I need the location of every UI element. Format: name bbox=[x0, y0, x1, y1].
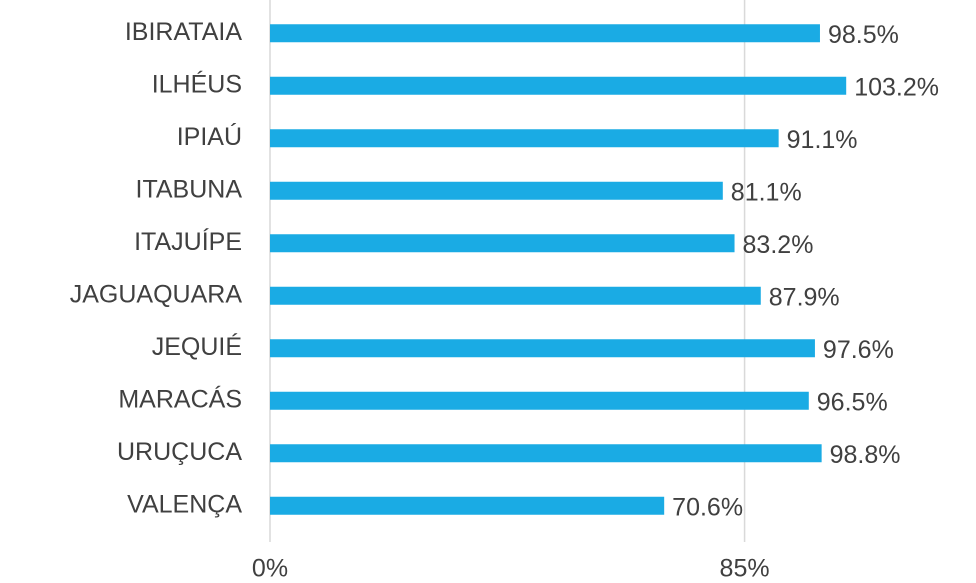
data-label: 91.1% bbox=[787, 126, 858, 154]
bar bbox=[270, 496, 665, 515]
data-label: 83.2% bbox=[743, 231, 814, 259]
data-label: 97.6% bbox=[823, 336, 894, 364]
bar bbox=[270, 181, 723, 200]
bar bbox=[270, 24, 820, 43]
data-label: 103.2% bbox=[854, 73, 939, 101]
data-label: 98.5% bbox=[828, 21, 899, 49]
data-label: 96.5% bbox=[817, 388, 888, 416]
bar bbox=[270, 339, 815, 358]
y-tick-label: JAGUAQUARA bbox=[70, 280, 243, 308]
y-tick-label: JEQUIÉ bbox=[152, 332, 242, 361]
bar bbox=[270, 129, 779, 148]
bar bbox=[270, 444, 822, 463]
y-tick-label: URUÇUCA bbox=[117, 438, 242, 466]
y-tick-label: MARACÁS bbox=[118, 384, 242, 413]
data-label: 87.9% bbox=[769, 283, 840, 311]
y-tick-label: ITAJUÍPE bbox=[134, 227, 242, 256]
bar bbox=[270, 234, 735, 253]
data-label: 98.8% bbox=[830, 441, 901, 469]
bar bbox=[270, 76, 847, 95]
data-label: 81.1% bbox=[731, 178, 802, 206]
y-tick-label: VALENÇA bbox=[127, 490, 242, 518]
y-tick-label: ILHÉUS bbox=[152, 69, 242, 98]
x-tick-label: 0% bbox=[252, 555, 288, 583]
y-tick-label: IPIAÚ bbox=[177, 122, 242, 151]
x-tick-label: 85% bbox=[720, 555, 770, 583]
bar bbox=[270, 391, 809, 410]
data-label: 70.6% bbox=[672, 493, 743, 521]
y-tick-label: IBIRATAIA bbox=[125, 18, 242, 46]
y-tick-label: ITABUNA bbox=[136, 175, 243, 203]
bar bbox=[270, 286, 761, 305]
